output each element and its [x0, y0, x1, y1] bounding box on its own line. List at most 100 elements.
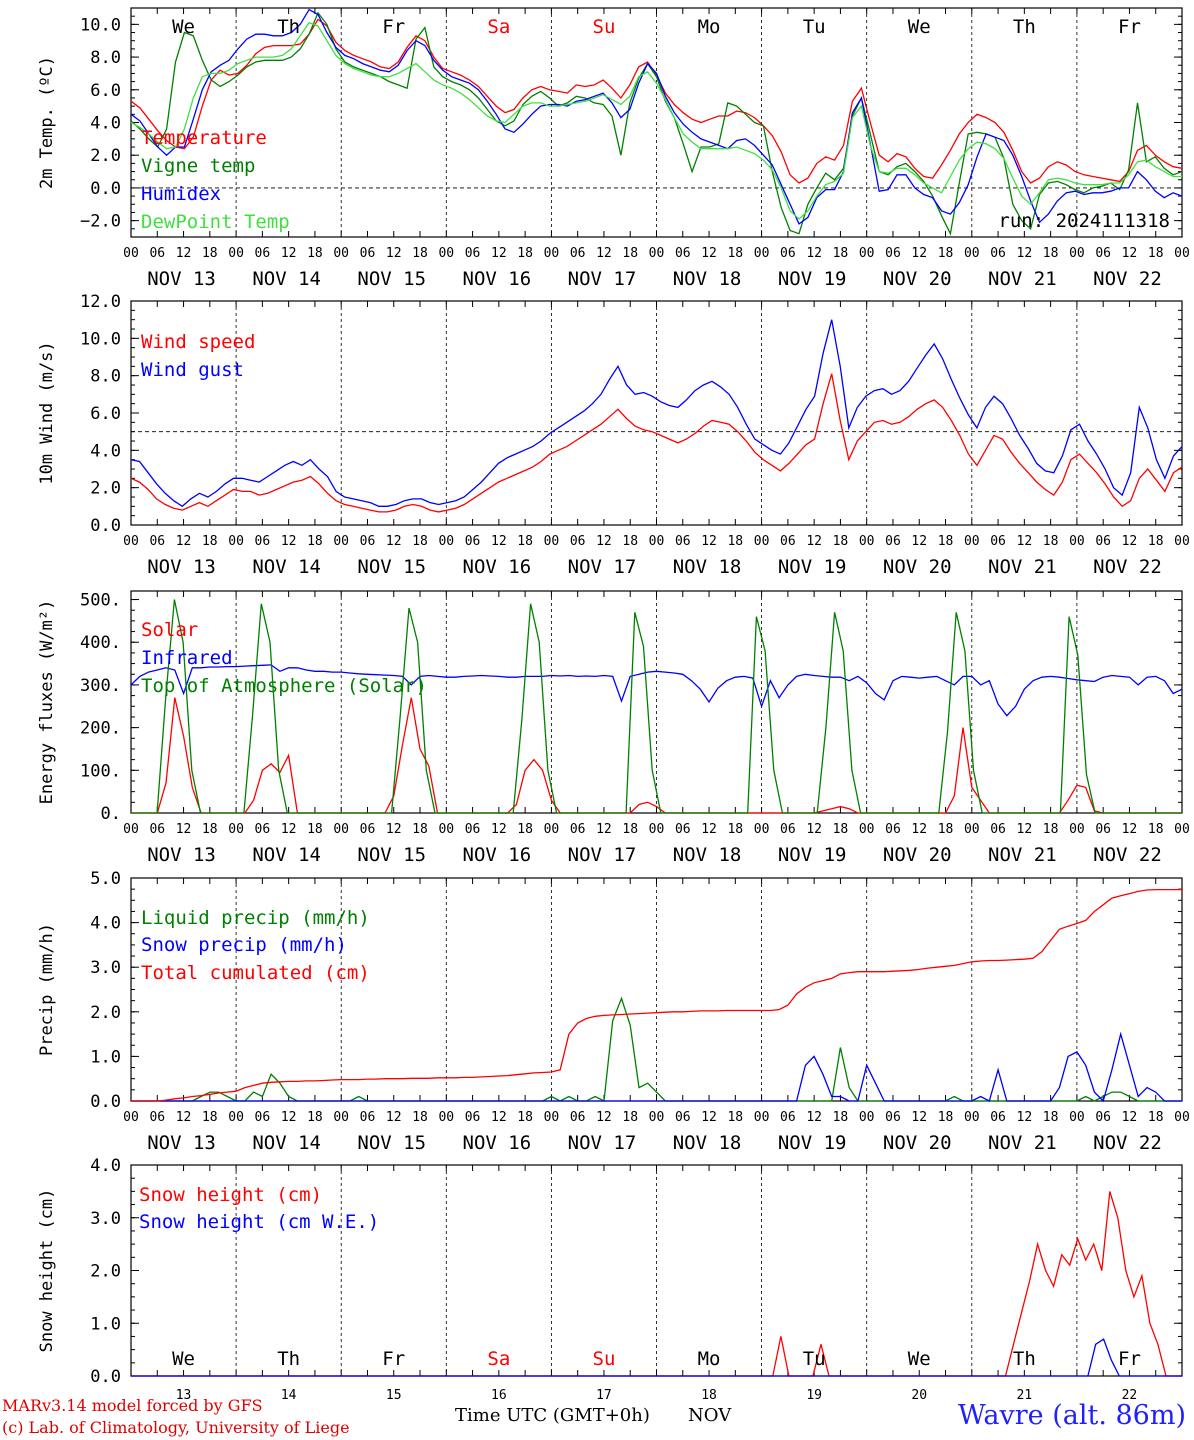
- x-hour-label: 12: [911, 534, 927, 549]
- x-hour-label: 18: [1148, 1110, 1164, 1125]
- x-hour-label: 06: [990, 246, 1006, 261]
- x-hour-label: 06: [780, 822, 796, 837]
- x-date-label: NOV 19: [778, 268, 847, 290]
- x-hour-label: 18: [622, 822, 638, 837]
- weekday-label: Fr: [1118, 16, 1141, 38]
- x-hour-label: 00: [754, 534, 770, 549]
- x-hour-label: 06: [149, 534, 165, 549]
- x-hour-label: 00: [859, 246, 875, 261]
- legend-entry: Top of Atmosphere (Solar): [141, 675, 427, 697]
- x-date-label: NOV 18: [673, 556, 742, 578]
- x-hour-label: 12: [596, 822, 612, 837]
- x-hour-label: 12: [596, 1110, 612, 1125]
- series-line-4: [130, 21, 1182, 220]
- y-axis-label: 2m Temp. (ºC): [37, 56, 57, 189]
- x-hour-label: 06: [465, 246, 481, 261]
- weekday-label: We: [908, 16, 931, 38]
- series-line-3: [131, 599, 1182, 814]
- x-hour-label: 12: [806, 1110, 822, 1125]
- x-date-label: NOV 16: [463, 1132, 532, 1154]
- x-hour-label: 00: [438, 1110, 454, 1125]
- x-date-label: NOV 15: [357, 556, 426, 578]
- x-hour-label: 18: [202, 822, 218, 837]
- x-date-label: NOV 13: [147, 556, 216, 578]
- x-hour-label: 00: [964, 1110, 980, 1125]
- x-hour-label: 18: [412, 534, 428, 549]
- x-date-label: NOV 21: [988, 556, 1057, 578]
- x-hour-label: 12: [491, 246, 507, 261]
- series-line-1: [130, 373, 1183, 513]
- x-hour-label: 18: [1148, 822, 1164, 837]
- day-number-label: 18: [701, 1388, 717, 1403]
- x-hour-label: 00: [333, 1110, 349, 1125]
- x-hour-label: 18: [1043, 1110, 1059, 1125]
- y-tick-label: 10.0: [80, 15, 121, 35]
- x-hour-label: 18: [202, 246, 218, 261]
- x-date-label: NOV 21: [988, 844, 1057, 866]
- x-hour-label: 18: [938, 534, 954, 549]
- x-hour-label: 00: [964, 246, 980, 261]
- x-hour-label: 12: [806, 534, 822, 549]
- x-hour-label: 12: [176, 1110, 192, 1125]
- y-tick-label: 300.: [80, 676, 121, 696]
- x-hour-label: 06: [465, 1110, 481, 1125]
- x-date-label: NOV 19: [778, 1132, 847, 1154]
- x-hour-label: 18: [938, 246, 954, 261]
- x-hour-label: 12: [281, 1110, 297, 1125]
- x-hour-label: 00: [333, 246, 349, 261]
- day-number-label: 21: [1017, 1388, 1033, 1403]
- x-hour-label: 18: [727, 822, 743, 837]
- panel-4: 5.0 4.0 3.0 2.0 1.0 0.0 Precip (mm/h) 00 06 12 18 0…: [37, 869, 1190, 1154]
- x-hour-label: 06: [1095, 534, 1111, 549]
- lab-credit: (c) Lab. of Climatology, University of L…: [2, 1418, 350, 1437]
- x-hour-label: 18: [622, 246, 638, 261]
- x-hour-label: 18: [1043, 822, 1059, 837]
- panel-3: 500. 400. 300. 200. 100. 0. Energy fluxes (W/m…: [37, 590, 1190, 866]
- x-hour-label: 00: [754, 246, 770, 261]
- x-date-label: NOV 17: [568, 844, 637, 866]
- x-hour-label: 06: [990, 534, 1006, 549]
- y-tick-label: 0.0: [90, 179, 121, 199]
- x-hour-label: 00: [544, 246, 560, 261]
- weekday-label: Sa: [487, 16, 510, 38]
- x-hour-label: 06: [149, 246, 165, 261]
- x-hour-label: 06: [675, 1110, 691, 1125]
- x-hour-label: 18: [307, 822, 323, 837]
- x-hour-label: 00: [754, 822, 770, 837]
- panel-5: 4.0 3.0 2.0 1.0 0.0 Snow height (cm) Snow heig…: [37, 1156, 1183, 1403]
- x-date-label: NOV 20: [883, 556, 952, 578]
- y-tick-label: 8.0: [90, 367, 121, 387]
- y-tick-label: 4.0: [90, 441, 121, 461]
- legend-entry: Temperature: [141, 127, 267, 149]
- y-tick-label: 5.0: [90, 869, 121, 889]
- x-hour-label: 18: [1043, 534, 1059, 549]
- legend-entry: Snow height (cm W.E.): [139, 1211, 379, 1233]
- x-hour-label: 12: [701, 246, 717, 261]
- x-hour-label: 18: [1148, 534, 1164, 549]
- y-tick-label: 4.0: [90, 1156, 121, 1176]
- x-date-label: NOV 18: [673, 844, 742, 866]
- x-hour-label: 00: [1069, 822, 1085, 837]
- x-hour-label: 00: [544, 534, 560, 549]
- x-date-label: NOV 22: [1093, 268, 1162, 290]
- x-hour-label: 06: [675, 822, 691, 837]
- panel-1: 10.0 8.0 6.0 4.0 2.0 0.0 −2.0 2m Temp. (ºC) 00 06…: [37, 7, 1190, 290]
- x-hour-label: 00: [859, 534, 875, 549]
- weekday-label: Th: [277, 16, 300, 38]
- y-tick-label: 2.0: [90, 479, 121, 499]
- x-hour-label: 18: [202, 534, 218, 549]
- x-date-label: NOV 22: [1093, 556, 1162, 578]
- day-number-label: 14: [281, 1388, 297, 1403]
- x-date-label: NOV 18: [673, 268, 742, 290]
- series-line-2: [130, 319, 1183, 508]
- day-number-label: 22: [1122, 1388, 1138, 1403]
- x-hour-label: 12: [281, 246, 297, 261]
- y-tick-label: 3.0: [90, 1209, 121, 1229]
- x-hour-label: 18: [202, 1110, 218, 1125]
- x-hour-label: 12: [596, 534, 612, 549]
- y-tick-label: 4.0: [90, 914, 121, 934]
- x-date-label: NOV 14: [252, 1132, 321, 1154]
- x-hour-label: 00: [859, 822, 875, 837]
- x-hour-label: 12: [911, 1110, 927, 1125]
- weekday-label: Fr: [1118, 1348, 1141, 1370]
